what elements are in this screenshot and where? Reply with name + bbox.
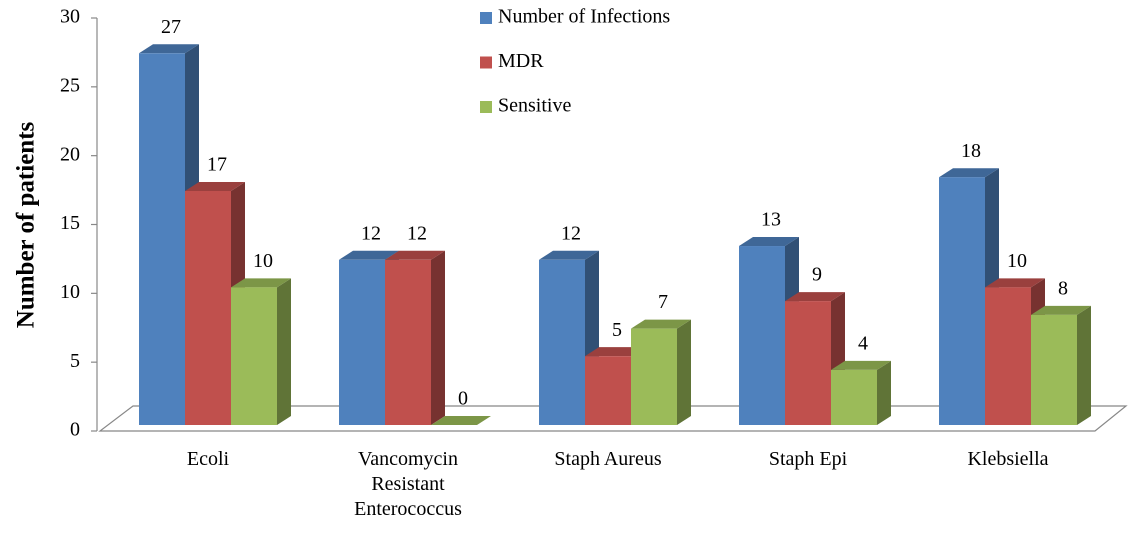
legend-label: Number of Infections	[498, 6, 670, 28]
x-tick-label-box: Staph Epi	[768, 448, 848, 470]
bar-front	[585, 356, 631, 425]
x-tick-label: Ecoli	[186, 448, 230, 470]
bar-front	[139, 53, 185, 426]
data-label: 12	[561, 222, 581, 244]
y-tick-label: 10	[60, 281, 80, 303]
bar	[831, 360, 891, 425]
bar-front	[985, 287, 1031, 425]
x-tick-label: Staph Aureus	[554, 448, 662, 470]
legend-swatch	[480, 101, 492, 113]
y-tick-label: 30	[60, 6, 80, 28]
y-tick-label: 25	[60, 74, 80, 96]
bar-front	[385, 259, 431, 425]
bar-top	[785, 292, 845, 302]
legend-label: MDR	[498, 50, 544, 72]
bar	[631, 319, 691, 425]
data-label: 27	[161, 16, 181, 38]
bar-top	[539, 250, 599, 260]
bar-side	[677, 319, 691, 425]
bar-front	[231, 287, 277, 425]
bar-front	[939, 177, 985, 425]
y-axis-label: Number of patients	[13, 121, 40, 328]
x-tick-label: Vancomycin Resistant Enterococcus	[354, 448, 462, 520]
bar	[385, 250, 445, 425]
bar-top	[385, 250, 445, 260]
y-tick-label: 5	[70, 350, 80, 372]
bar-front	[631, 328, 677, 425]
bar-top	[585, 347, 645, 357]
y-tick-label: 0	[70, 419, 80, 441]
bar-top	[631, 319, 691, 329]
data-label: 0	[458, 388, 468, 410]
bar-top	[831, 360, 891, 370]
data-label: 12	[407, 222, 427, 244]
data-label: 18	[961, 140, 981, 162]
x-tick-label: Staph Epi	[768, 448, 848, 470]
data-label: 17	[207, 154, 227, 176]
data-label: 8	[1058, 277, 1068, 299]
bar-top	[339, 250, 399, 260]
data-label: 4	[858, 333, 868, 355]
legend-swatch	[480, 56, 492, 69]
bar	[1031, 305, 1091, 425]
x-tick-label: Klebsiella	[967, 448, 1049, 470]
x-tick-label-box: Staph Aureus	[554, 448, 662, 470]
data-label: 7	[658, 291, 668, 313]
bar-top	[985, 278, 1045, 288]
data-label: 10	[1007, 250, 1027, 272]
bar-top	[431, 416, 491, 425]
data-label: 13	[761, 209, 781, 231]
legend-swatch	[480, 12, 492, 24]
bar-front	[785, 301, 831, 425]
bar-front	[831, 369, 877, 425]
x-tick-label-box: Vancomycin Resistant Enterococcus	[354, 448, 462, 520]
data-label: 5	[612, 319, 622, 341]
bar-front	[339, 259, 385, 425]
y-tick-label: 15	[60, 212, 80, 234]
bar-side	[1077, 305, 1091, 425]
bar-top	[939, 168, 999, 178]
bar-top	[1031, 305, 1091, 315]
bar-front	[1031, 314, 1077, 425]
bar-top	[185, 181, 245, 191]
bar-front	[185, 190, 231, 425]
bar	[231, 278, 291, 425]
data-label: 9	[812, 264, 822, 286]
bar-side	[877, 360, 891, 425]
bar-top	[739, 237, 799, 247]
bar	[539, 250, 599, 425]
x-tick-label-box: Ecoli	[186, 448, 230, 470]
bar-side	[277, 278, 291, 425]
bar-top	[139, 44, 199, 54]
bar-side	[431, 250, 445, 425]
data-label: 10	[253, 250, 273, 272]
bar-front	[539, 259, 585, 425]
data-label: 12	[361, 222, 381, 244]
bar	[139, 44, 199, 426]
x-tick-label-box: Klebsiella	[967, 448, 1049, 470]
bar-top	[231, 278, 291, 288]
bar	[431, 416, 491, 425]
y-tick-label: 20	[60, 143, 80, 165]
bar-front	[739, 246, 785, 425]
legend-label: Sensitive	[498, 95, 571, 117]
